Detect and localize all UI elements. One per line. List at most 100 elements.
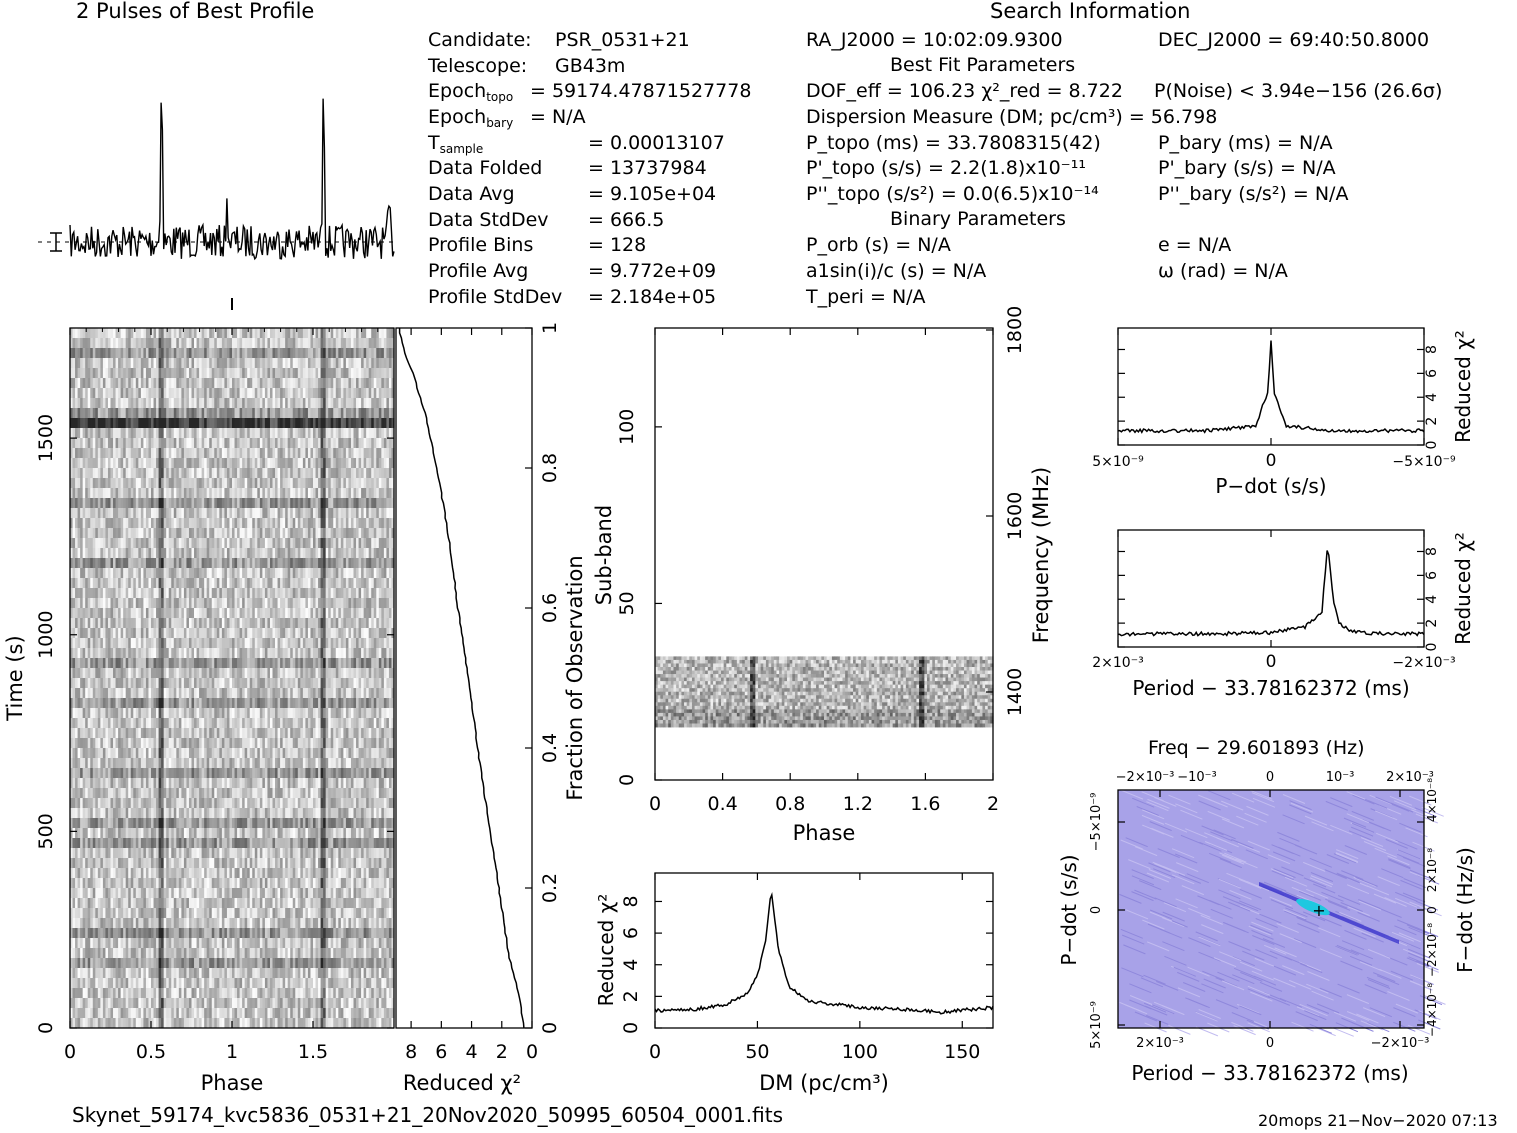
- time-phase-cell: [143, 508, 147, 519]
- time-phase-cell: [188, 408, 193, 419]
- time-phase-cell: [161, 378, 165, 389]
- time-phase-cell: [378, 398, 382, 409]
- time-phase-cell: [138, 428, 142, 439]
- time-phase-cell: [191, 388, 195, 399]
- time-phase-cell: [176, 388, 180, 399]
- time-phase-cell: [254, 328, 258, 339]
- time-phase-cell: [272, 478, 276, 489]
- time-phase-cell: [151, 448, 155, 459]
- time-phase-cell: [183, 398, 188, 409]
- time-phase-cell: [267, 438, 271, 449]
- time-phase-cell: [282, 428, 286, 439]
- time-phase-cell: [358, 328, 362, 339]
- time-phase-cell: [113, 438, 117, 449]
- time-phase-cell: [161, 458, 165, 469]
- time-phase-cell: [82, 358, 86, 369]
- time-phase-cell: [280, 438, 284, 449]
- time-phase-cell: [343, 468, 347, 479]
- time-phase-cell: [100, 518, 104, 529]
- time-phase-cell: [318, 358, 322, 369]
- time-phase-cell: [330, 378, 334, 389]
- time-phase-cell: [173, 408, 177, 419]
- info-value: = 59174.47871527778: [530, 80, 752, 102]
- time-phase-cell: [229, 428, 233, 439]
- time-phase-cell: [158, 368, 162, 379]
- time-phase-cell: [148, 458, 152, 469]
- time-phase-cell: [358, 498, 362, 509]
- time-phase-cell: [257, 508, 261, 519]
- time-phase-cell: [345, 468, 350, 479]
- time-phase-cell: [171, 368, 175, 379]
- time-phase-cell: [386, 408, 390, 419]
- time-phase-cell: [161, 328, 165, 339]
- time-phase-cell: [348, 458, 352, 469]
- time-phase-cell: [161, 338, 165, 349]
- time-phase-cell: [221, 408, 226, 419]
- time-phase-cell: [128, 438, 132, 449]
- time-phase-cell: [90, 328, 94, 339]
- time-phase-cell: [224, 358, 228, 369]
- time-phase-cell: [181, 408, 185, 419]
- time-phase-cell: [211, 338, 215, 349]
- time-phase-cell: [140, 408, 145, 419]
- time-phase-cell: [277, 378, 281, 389]
- time-phase-cell: [313, 358, 317, 369]
- time-phase-cell: [320, 348, 324, 359]
- time-phase-cell: [148, 408, 152, 419]
- time-phase-cell: [237, 408, 241, 419]
- time-phase-cell: [77, 518, 81, 529]
- time-phase-cell: [252, 448, 256, 459]
- info-key: Data StdDev: [428, 209, 549, 231]
- time-phase-cell: [206, 398, 210, 409]
- time-phase-cell: [135, 488, 139, 499]
- time-phase-cell: [107, 348, 112, 359]
- time-phase-cell: [358, 508, 362, 519]
- time-phase-cell: [171, 488, 175, 499]
- time-phase-cell: [97, 498, 101, 509]
- time-phase-cell: [368, 478, 372, 489]
- time-phase-cell: [285, 328, 289, 339]
- time-phase-cell: [234, 468, 238, 479]
- time-phase-cell: [391, 328, 395, 339]
- time-phase-cell: [82, 488, 86, 499]
- time-phase-cell: [90, 518, 94, 529]
- time-phase-cell: [366, 478, 370, 489]
- time-phase-cell: [249, 418, 253, 429]
- time-phase-cell: [285, 488, 289, 499]
- time-phase-cell: [338, 418, 342, 429]
- time-phase-cell: [292, 448, 296, 459]
- time-phase-cell: [320, 328, 324, 339]
- time-phase-cell: [125, 358, 129, 369]
- time-phase-cell: [345, 378, 350, 389]
- time-phase-cell: [130, 448, 134, 459]
- time-phase-cell: [107, 398, 112, 409]
- time-phase-cell: [148, 418, 152, 429]
- time-phase-cell: [242, 498, 246, 509]
- time-phase-cell: [171, 338, 175, 349]
- time-phase-cell: [211, 448, 215, 459]
- time-phase-cell: [97, 438, 101, 449]
- time-phase-cell: [118, 508, 122, 519]
- time-phase-cell: [102, 338, 107, 349]
- time-phase-cell: [310, 448, 314, 459]
- time-phase-cell: [224, 468, 228, 479]
- time-phase-cell: [234, 478, 238, 489]
- time-phase-cell: [113, 428, 117, 439]
- time-phase-cell: [201, 458, 205, 469]
- time-phase-cell: [368, 328, 372, 339]
- time-phase-cell: [171, 478, 175, 489]
- time-phase-cell: [176, 428, 180, 439]
- time-phase-cell: [376, 398, 380, 409]
- time-phase-cell: [204, 508, 208, 519]
- time-phase-cell: [252, 428, 256, 439]
- time-phase-cell: [234, 448, 238, 459]
- time-phase-cell: [343, 388, 347, 399]
- time-phase-cell: [80, 448, 84, 459]
- time-phase-cell: [381, 338, 385, 349]
- time-phase-cell: [313, 398, 317, 409]
- time-phase-cell: [72, 448, 76, 459]
- time-phase-cell: [307, 338, 312, 349]
- time-phase-cell: [345, 418, 350, 429]
- time-phase-cell: [371, 408, 375, 419]
- time-phase-cell: [277, 458, 281, 469]
